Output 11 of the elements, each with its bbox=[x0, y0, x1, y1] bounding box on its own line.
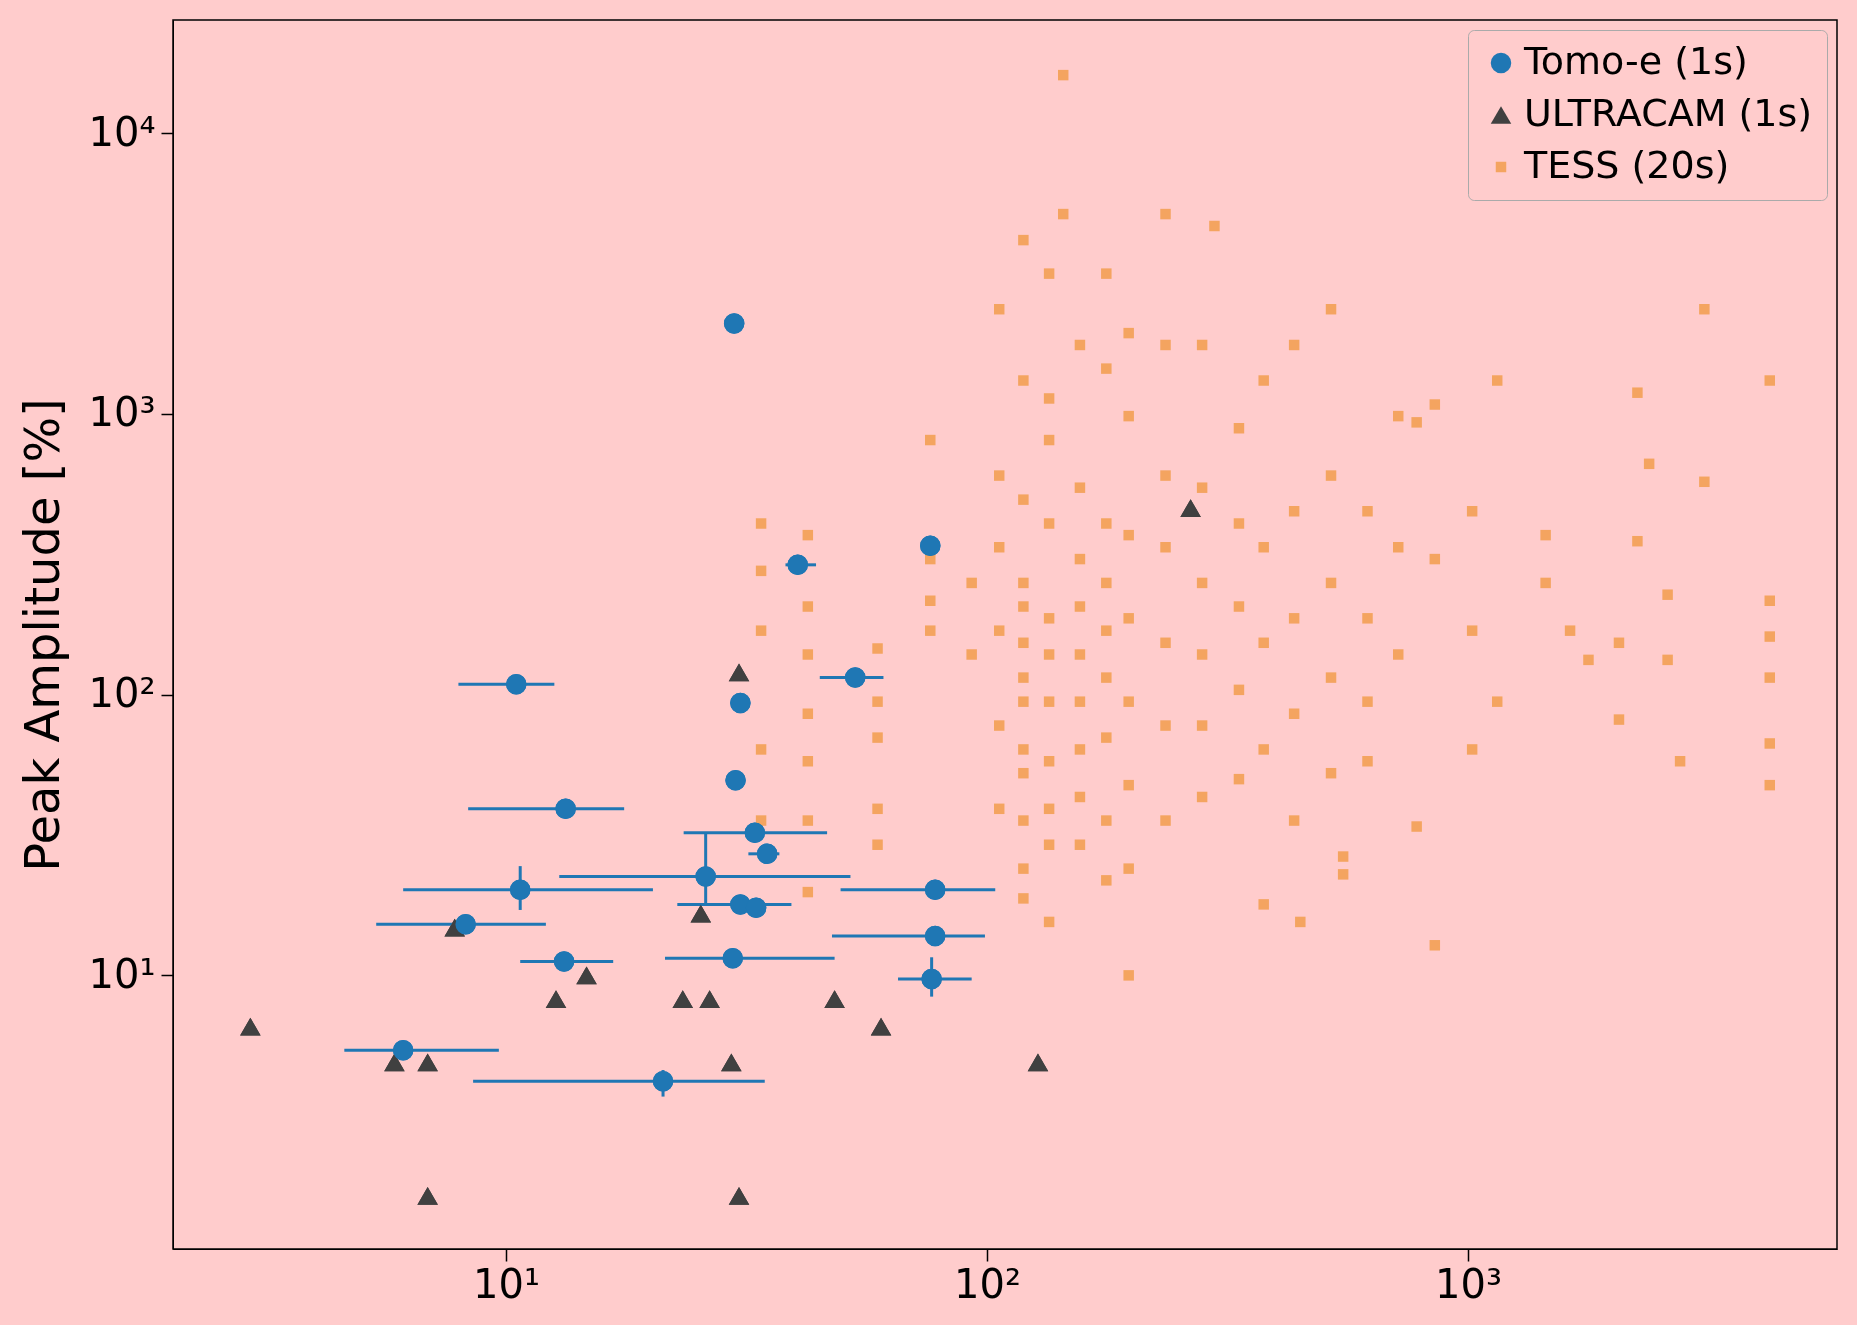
legend-label: ULTRACAM (1s) bbox=[1524, 91, 1813, 135]
x-tick-label: 10¹ bbox=[473, 1260, 541, 1307]
y-axis-title: Peak Amplitude [%] bbox=[13, 398, 70, 872]
y-tick-label: 10³ bbox=[88, 389, 156, 436]
y-tick-label: 10² bbox=[88, 670, 156, 717]
y-tick-label: 10⁴ bbox=[88, 108, 156, 155]
y-tick-label: 10¹ bbox=[88, 950, 156, 997]
legend-label: Tomo-e (1s) bbox=[1523, 39, 1748, 83]
legend-label: TESS (20s) bbox=[1523, 143, 1730, 187]
x-tick-label: 10² bbox=[954, 1260, 1022, 1307]
x-tick-label: 10³ bbox=[1435, 1260, 1502, 1307]
